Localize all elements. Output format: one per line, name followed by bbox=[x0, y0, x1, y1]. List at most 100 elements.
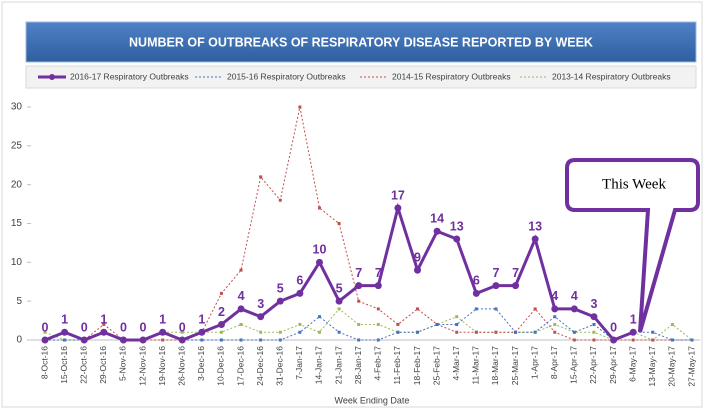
point bbox=[357, 299, 361, 303]
point bbox=[512, 282, 520, 290]
point bbox=[178, 336, 186, 344]
data-label: 10 bbox=[313, 243, 327, 257]
data-label: 9 bbox=[414, 250, 421, 264]
data-label: 0 bbox=[610, 320, 617, 334]
data-label: 4 bbox=[551, 289, 558, 303]
x-tick-label: 11-Feb-17 bbox=[392, 346, 402, 385]
point bbox=[453, 235, 461, 243]
point bbox=[553, 330, 557, 334]
data-label: 1 bbox=[198, 313, 205, 327]
data-label: 14 bbox=[430, 212, 444, 226]
point bbox=[259, 330, 263, 334]
point bbox=[239, 322, 243, 326]
y-tick-label: 20 bbox=[11, 179, 23, 190]
point bbox=[100, 328, 108, 336]
point bbox=[651, 330, 655, 334]
point bbox=[670, 338, 674, 342]
x-tick-label: 8-Oct-16 bbox=[39, 346, 49, 379]
point bbox=[357, 322, 361, 326]
point bbox=[63, 338, 67, 342]
data-label: 6 bbox=[296, 274, 303, 288]
x-tick-label: 4-Mar-17 bbox=[451, 346, 461, 381]
x-tick-label: 29-Apr-17 bbox=[608, 346, 618, 384]
legend-label: 2016-17 Respiratory Outbreaks bbox=[70, 71, 189, 81]
x-tick-label: 15-Oct-16 bbox=[59, 346, 69, 384]
x-tick-label: 18-Mar-17 bbox=[490, 346, 500, 385]
x-tick-label: 5-Nov-16 bbox=[118, 346, 128, 381]
point bbox=[492, 282, 500, 290]
point bbox=[298, 330, 302, 334]
point bbox=[239, 268, 243, 272]
data-label: 7 bbox=[355, 266, 362, 280]
point bbox=[276, 297, 284, 305]
point bbox=[335, 297, 343, 305]
x-tick-label: 13-May-17 bbox=[647, 346, 657, 387]
point bbox=[41, 336, 49, 344]
point bbox=[278, 198, 282, 202]
point bbox=[572, 330, 576, 334]
chart-title: NUMBER OF OUTBREAKS OF RESPIRATORY DISEA… bbox=[129, 35, 593, 49]
point bbox=[572, 338, 576, 342]
point bbox=[259, 338, 263, 342]
point bbox=[472, 289, 480, 297]
series-line bbox=[45, 308, 692, 341]
x-tick-label: 8-Apr-17 bbox=[549, 346, 559, 379]
point bbox=[455, 322, 459, 326]
x-tick-label: 31-Dec-16 bbox=[275, 346, 285, 386]
data-label: 0 bbox=[120, 320, 127, 334]
point bbox=[296, 289, 304, 297]
x-tick-label: 6-May-17 bbox=[627, 346, 637, 382]
y-tick-label: 30 bbox=[11, 102, 23, 113]
data-label: 3 bbox=[590, 297, 597, 311]
point bbox=[670, 322, 674, 326]
data-label: 1 bbox=[630, 313, 637, 327]
data-label: 0 bbox=[140, 320, 147, 334]
point bbox=[200, 338, 204, 342]
data-label: 1 bbox=[159, 313, 166, 327]
title-banner bbox=[25, 21, 697, 63]
data-label: 1 bbox=[61, 313, 68, 327]
data-label: 0 bbox=[179, 320, 186, 334]
point bbox=[416, 307, 420, 311]
point bbox=[376, 322, 380, 326]
x-tick-label: 24-Dec-16 bbox=[255, 346, 265, 386]
point bbox=[161, 338, 165, 342]
point bbox=[298, 322, 302, 326]
point bbox=[43, 330, 47, 334]
x-tick-label: 11-Mar-17 bbox=[471, 346, 481, 385]
y-tick-label: 0 bbox=[16, 335, 22, 346]
point bbox=[592, 338, 596, 342]
point bbox=[474, 330, 478, 334]
y-tick-label: 10 bbox=[11, 257, 23, 268]
x-tick-label: 17-Dec-16 bbox=[235, 346, 245, 386]
x-axis-label: Week Ending Date bbox=[335, 395, 410, 405]
point bbox=[590, 313, 598, 321]
point bbox=[414, 266, 422, 274]
point bbox=[455, 330, 459, 334]
x-tick-label: 22-Oct-16 bbox=[78, 346, 88, 384]
point bbox=[219, 330, 223, 334]
data-label: 13 bbox=[528, 219, 542, 233]
x-tick-label: 15-Apr-17 bbox=[569, 346, 579, 384]
point bbox=[533, 330, 537, 334]
point bbox=[533, 307, 537, 311]
x-tick-label: 26-Nov-16 bbox=[176, 346, 186, 386]
point bbox=[180, 330, 184, 334]
point bbox=[553, 322, 557, 326]
data-label: 7 bbox=[512, 266, 519, 280]
point bbox=[239, 338, 243, 342]
data-label: 5 bbox=[277, 281, 284, 295]
data-label: 17 bbox=[391, 188, 405, 202]
point bbox=[416, 330, 420, 334]
point bbox=[435, 322, 439, 326]
data-label: 0 bbox=[81, 320, 88, 334]
point bbox=[629, 328, 637, 336]
y-tick-label: 5 bbox=[16, 296, 22, 307]
point bbox=[337, 307, 341, 311]
x-tick-label: 7-Jan-17 bbox=[294, 346, 304, 380]
point bbox=[357, 338, 361, 342]
legend-label: 2014-15 Respiratory Outbreaks bbox=[392, 71, 511, 81]
x-tick-label: 28-Jan-17 bbox=[353, 346, 363, 385]
point bbox=[610, 336, 618, 344]
point bbox=[553, 315, 557, 319]
